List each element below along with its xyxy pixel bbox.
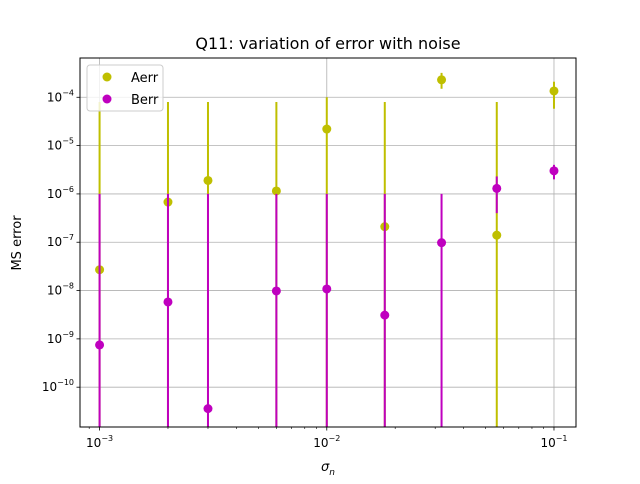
y-tick-base: 10 <box>47 235 62 249</box>
legend-label: Berr <box>131 93 159 108</box>
y-tick-label: 10−5 <box>47 137 74 153</box>
y-tick-exponent: −9 <box>62 330 74 339</box>
x-tick-base: 10 <box>540 436 555 450</box>
legend-marker <box>102 94 112 104</box>
data-point <box>380 310 390 320</box>
x-tick-label: 10−2 <box>313 434 340 450</box>
y-axis-label: MS error <box>10 215 25 271</box>
y-tick-base: 10 <box>47 139 62 153</box>
y-tick-base: 10 <box>47 284 62 298</box>
y-tick-exponent: −4 <box>62 88 74 97</box>
y-tick-label: 10−7 <box>47 233 74 249</box>
x-tick-base: 10 <box>313 436 328 450</box>
series-berr <box>95 164 559 427</box>
data-point <box>322 284 332 294</box>
y-tick-label: 10−9 <box>47 330 74 346</box>
axis-ticks: 10−3 10−2 10−110−1010−910−810−710−610−510−… <box>42 88 568 450</box>
x-tick-base: 10 <box>86 436 101 450</box>
data-point <box>271 186 281 196</box>
data-point <box>163 297 173 307</box>
data-point <box>549 86 559 96</box>
x-axis-label: σn <box>321 460 335 478</box>
data-point <box>437 238 447 248</box>
legend-marker <box>102 72 112 82</box>
y-tick-label: 10−6 <box>47 185 74 201</box>
data-point <box>437 75 447 85</box>
y-tick-label: 10−4 <box>47 88 74 104</box>
data-point <box>95 340 105 350</box>
x-tick-exponent: −1 <box>556 434 568 443</box>
data-point <box>271 286 281 296</box>
x-tick-exponent: −2 <box>329 434 341 443</box>
series-layer <box>95 72 559 427</box>
chart-title: Q11: variation of error with noise <box>195 34 460 53</box>
data-point <box>492 230 502 240</box>
y-tick-exponent: −6 <box>62 185 74 194</box>
x-tick-label: 10−3 <box>86 434 113 450</box>
legend-label: Aerr <box>131 71 159 86</box>
data-point <box>203 175 213 185</box>
data-point <box>492 183 502 193</box>
x-tick-label: 10−1 <box>540 434 567 450</box>
y-tick-base: 10 <box>47 332 62 346</box>
x-tick-exponent: −3 <box>101 434 113 443</box>
data-point <box>549 166 559 176</box>
y-tick-exponent: −5 <box>62 137 74 146</box>
y-tick-label: 10−10 <box>42 378 74 394</box>
data-point <box>203 404 213 414</box>
y-tick-base: 10 <box>42 380 57 394</box>
data-point <box>322 124 332 134</box>
legend: Aerr Berr <box>86 64 164 112</box>
y-tick-label: 10−8 <box>47 282 74 298</box>
y-tick-base: 10 <box>47 90 62 104</box>
y-tick-exponent: −10 <box>57 378 74 387</box>
y-tick-base: 10 <box>47 187 62 201</box>
y-tick-exponent: −8 <box>62 282 74 291</box>
y-tick-exponent: −7 <box>62 233 74 242</box>
